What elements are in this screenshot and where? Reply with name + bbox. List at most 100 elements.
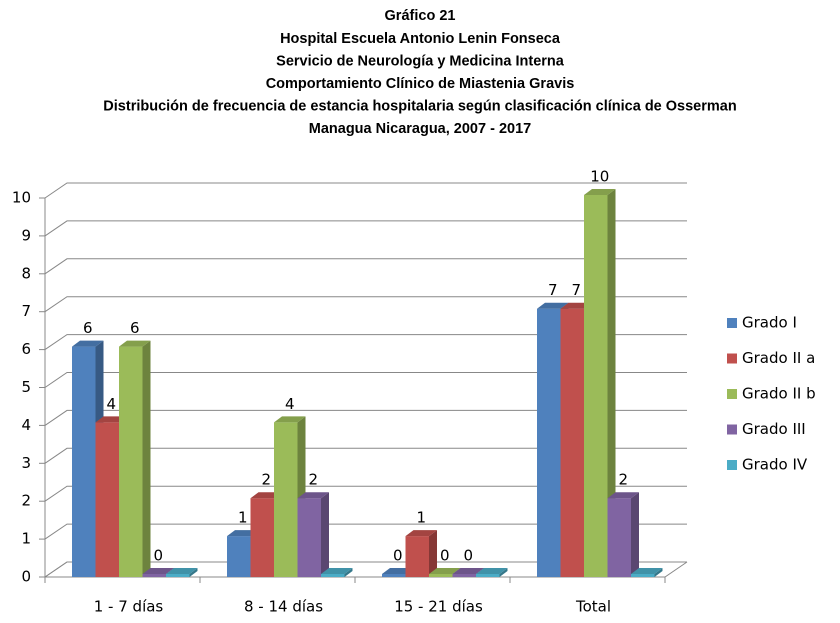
data-label: 2: [308, 471, 318, 489]
chart-title: Gráfico 21: [385, 8, 456, 24]
bar-side: [321, 492, 329, 577]
bar-side: [631, 492, 639, 577]
legend-swatch: [727, 353, 737, 364]
data-label: 1: [238, 509, 248, 527]
bar: [476, 574, 500, 577]
bar-top: [119, 340, 151, 347]
x-tick-label: Total: [575, 598, 611, 616]
legend-label: Grado IV: [742, 456, 808, 474]
data-label: 7: [548, 281, 558, 299]
y-tick-label: 8: [21, 264, 31, 282]
bar-top: [166, 568, 198, 574]
legend-label: Grado II b: [742, 385, 816, 403]
data-label: 0: [440, 547, 450, 565]
bar-side: [142, 340, 151, 577]
legend-label: Grado I: [742, 314, 797, 332]
y-tick-label: 2: [21, 492, 31, 510]
bar: [382, 574, 406, 577]
grid-line: [44, 561, 687, 578]
bar: [95, 422, 119, 577]
bar: [537, 308, 561, 577]
legend-label: Grado II a: [742, 349, 815, 367]
bar: [321, 574, 345, 577]
bar: [631, 574, 655, 577]
legend-swatch: [727, 318, 737, 328]
bar-top: [429, 568, 461, 574]
bar: [119, 346, 143, 577]
bar-top: [142, 568, 174, 574]
bar: [72, 346, 96, 577]
y-tick-label: 4: [21, 416, 31, 434]
bar-top: [476, 568, 508, 574]
y-tick-label: 3: [21, 454, 31, 472]
bar: [584, 195, 608, 577]
bar-top: [607, 492, 639, 499]
bar-top: [537, 302, 569, 309]
bar-top: [452, 568, 484, 574]
x-tick-label: 15 - 21 días: [394, 598, 483, 616]
x-tick-label: 1 - 7 días: [94, 598, 164, 616]
data-label: 7: [571, 281, 581, 299]
grid-line: [44, 409, 687, 426]
y-tick-label: 6: [21, 340, 31, 358]
x-tick-label: 8 - 14 días: [244, 598, 323, 616]
data-label: 4: [106, 395, 116, 413]
y-tick-label: 0: [21, 568, 31, 586]
data-label: 6: [83, 319, 93, 337]
grid-line: [44, 258, 687, 275]
bar-side: [499, 568, 508, 577]
bar: [560, 308, 584, 577]
bar-side: [189, 568, 198, 577]
bar: [250, 498, 274, 577]
grid-line: [44, 447, 687, 464]
legend-swatch: [727, 424, 737, 435]
data-label: 2: [261, 471, 271, 489]
bar-top: [631, 568, 663, 574]
y-tick-label: 9: [21, 226, 31, 244]
bar-top: [405, 530, 437, 537]
legend-label: Grado III: [742, 420, 806, 438]
bar-top: [584, 189, 616, 195]
bar: [452, 574, 476, 577]
legend-swatch: [727, 389, 737, 399]
data-label: 10: [590, 168, 609, 186]
grid-line: [44, 296, 687, 313]
grid-line: [44, 485, 687, 502]
grid-line: [44, 372, 687, 388]
grid-line: [44, 523, 687, 540]
bar-top: [297, 492, 329, 499]
bar: [274, 422, 298, 577]
chart-subtitle: Comportamiento Clínico de Miastenia Grav…: [266, 76, 575, 92]
bar: [607, 498, 631, 577]
bar-side: [607, 189, 616, 577]
bar: [405, 536, 429, 577]
grid-line: [44, 182, 687, 199]
grid-line: [44, 334, 687, 351]
bar-top: [72, 340, 104, 347]
chart-subtitle: Managua Nicaragua, 2007 - 2017: [309, 121, 531, 137]
data-label: 1: [416, 509, 426, 527]
y-tick-label: 1: [21, 530, 31, 548]
y-tick-label: 7: [21, 302, 31, 320]
data-label: 2: [618, 471, 628, 489]
bar-side: [654, 568, 663, 577]
data-label: 0: [463, 547, 473, 565]
chart-subtitle: Servicio de Neurología y Medicina Intern…: [276, 53, 565, 69]
data-label: 0: [153, 547, 163, 565]
y-tick-label: 5: [21, 378, 31, 396]
bar-side: [429, 530, 437, 577]
legend-swatch: [727, 460, 737, 470]
data-label: 6: [130, 319, 140, 337]
bar-top: [274, 416, 306, 423]
bar: [297, 498, 321, 577]
bar: [166, 574, 190, 577]
grid-line: [44, 220, 687, 237]
chart-subtitle: Distribución de frecuencia de estancia h…: [103, 98, 736, 114]
bar-top: [321, 568, 353, 574]
chart-subtitle: Hospital Escuela Antonio Lenin Fonseca: [280, 31, 561, 47]
bar-side: [344, 568, 353, 577]
bar: [227, 536, 251, 577]
data-label: 0: [393, 547, 403, 565]
data-label: 4: [285, 395, 295, 413]
